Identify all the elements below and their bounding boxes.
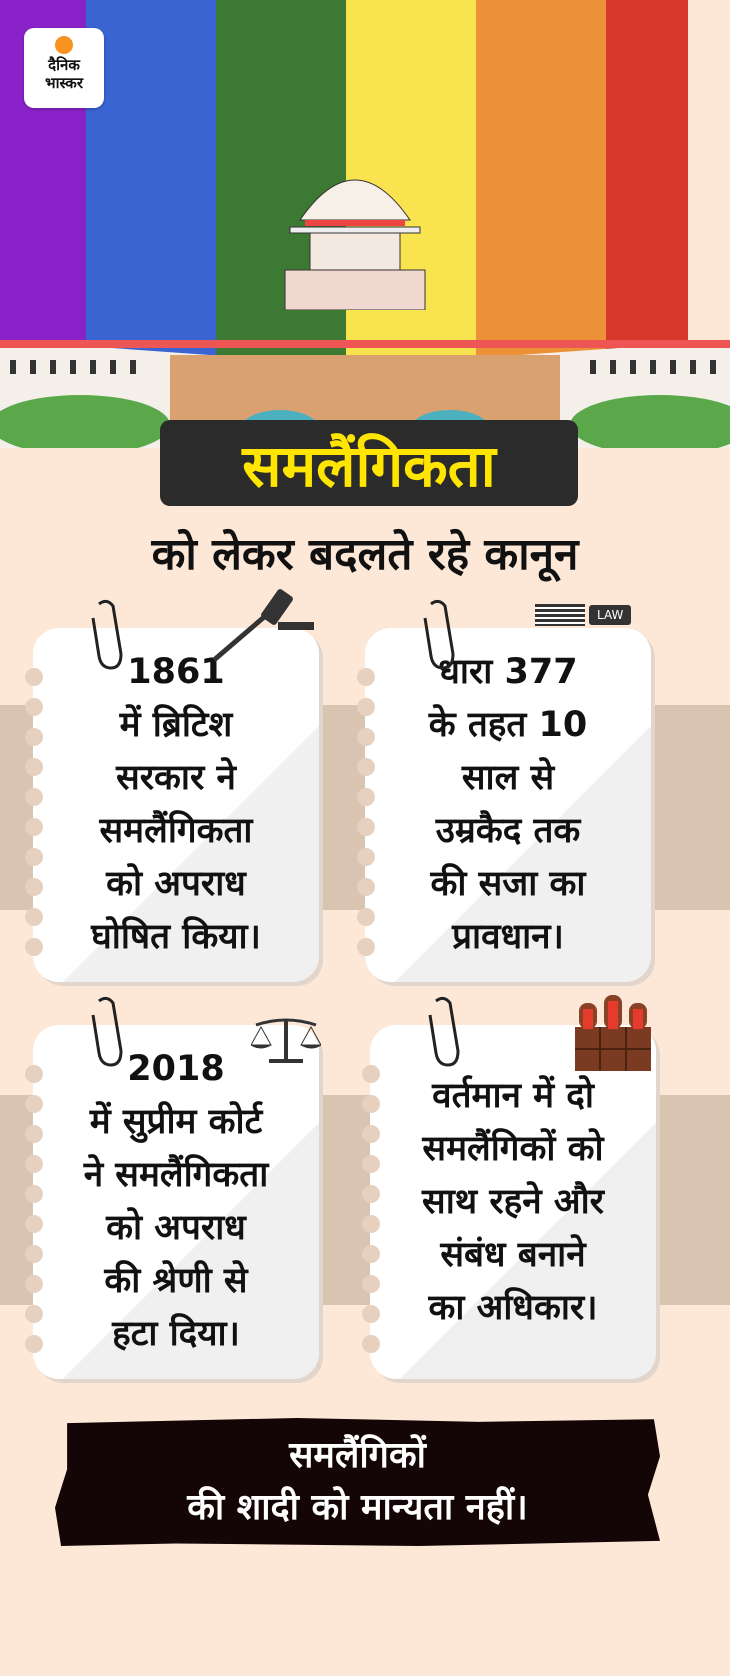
paper-clip-icon — [91, 599, 123, 670]
info-card-2018: 2018 में सुप्रीम कोर्ट ने समलैंगिकता को … — [25, 996, 321, 1379]
page-subtitle: को लेकर बदलते रहे कानून — [151, 529, 579, 580]
card-line: वर्तमान में दो — [432, 1075, 594, 1116]
footer-line-1: समलैंगिकों — [289, 1435, 426, 1476]
paper-clip-icon — [91, 996, 123, 1067]
card-line: को अपराध — [106, 864, 246, 904]
notebook-holes — [25, 668, 45, 968]
card-line: का अधिकार। — [428, 1287, 598, 1328]
card-line: घोषित किया। — [91, 917, 261, 957]
court-bench-icon — [575, 995, 651, 1071]
law-badge: LAW — [589, 605, 632, 625]
card-line: 2018 — [127, 1049, 225, 1089]
dainik-bhaskar-logo: दैनिक भास्कर — [24, 28, 104, 108]
notebook-holes — [357, 668, 377, 968]
notebook-holes — [362, 1065, 382, 1365]
info-card-section-377: LAW धारा 377 के तहत 10 साल से उम्रकैद तक… — [357, 599, 651, 982]
logo-line-1: दैनिक — [48, 56, 80, 74]
book-stack-icon — [535, 604, 585, 626]
card-line: 1861 — [127, 652, 225, 692]
paper-clip-icon — [428, 996, 460, 1067]
gavel-icon — [212, 589, 314, 662]
card-line: समलैंगिकों को — [422, 1128, 604, 1169]
title-banner: समलैंगिकता — [160, 420, 578, 506]
footer-banner: समलैंगिकों की शादी को मान्यता नहीं। — [55, 1418, 660, 1546]
card-line: साल से — [461, 758, 555, 798]
card-line: साथ रहने और — [422, 1181, 604, 1222]
footer-line-2: की शादी को मान्यता नहीं। — [187, 1487, 528, 1528]
info-card-1861: 1861 में ब्रिटिश सरकार ने समलैंगिकता को … — [25, 589, 319, 982]
scales-of-justice-icon — [251, 1018, 321, 1063]
card-line: की सजा का — [430, 864, 586, 904]
sun-icon — [55, 36, 73, 54]
card-line: धारा 377 — [438, 652, 578, 692]
hero-illustration: दैनिक भास्कर — [0, 0, 730, 448]
info-card-current: वर्तमान में दो समलैंगिकों को साथ रहने और… — [362, 995, 656, 1379]
law-books-icon: LAW — [535, 604, 632, 626]
card-line: समलैंगिकता — [99, 811, 253, 851]
card-line: प्रावधान। — [452, 917, 564, 957]
card-line: को अपराध — [106, 1208, 246, 1248]
card-line: की श्रेणी से — [104, 1261, 248, 1301]
card-line: सरकार ने — [116, 758, 236, 798]
card-line: हटा दिया। — [112, 1314, 240, 1354]
logo-line-2: भास्कर — [45, 74, 83, 92]
card-line: ने समलैंगिकता — [83, 1155, 269, 1195]
card-line: उम्रकैद तक — [435, 811, 581, 851]
paper-clip-icon — [423, 599, 455, 670]
notebook-holes — [25, 1065, 45, 1365]
dome-icon — [284, 179, 426, 310]
card-line: में ब्रिटिश — [119, 705, 233, 745]
card-line: के तहत 10 — [428, 705, 588, 745]
card-line: संबंध बनाने — [440, 1234, 586, 1275]
page-title: समलैंगिकता — [242, 431, 496, 500]
card-line: में सुप्रीम कोर्ट — [89, 1102, 263, 1142]
